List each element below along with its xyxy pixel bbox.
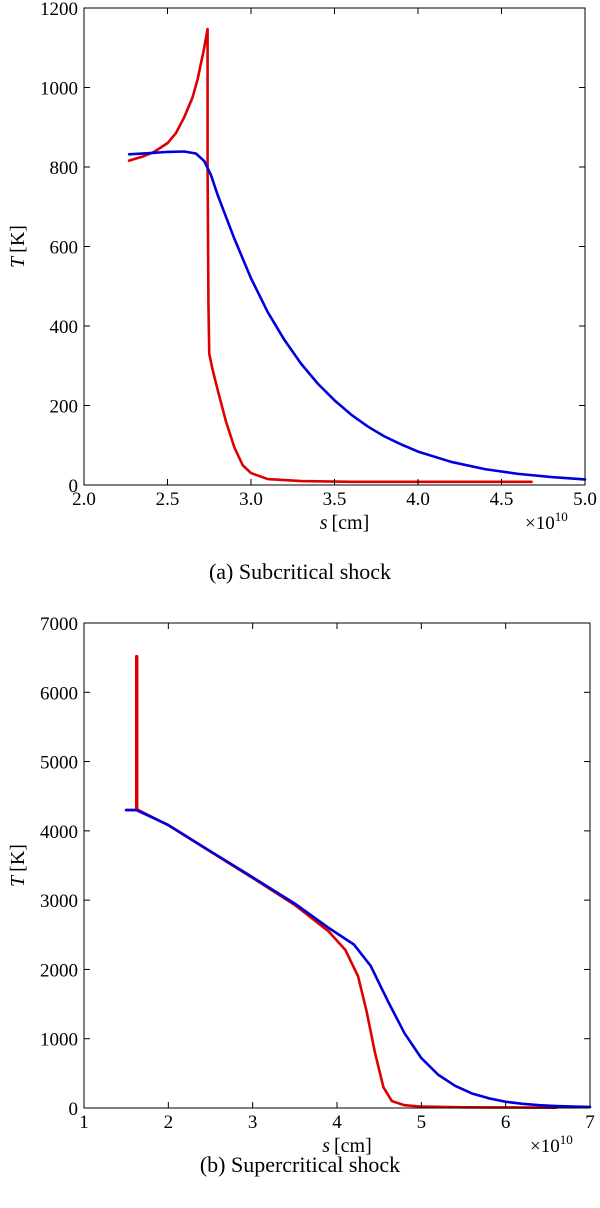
subcritical-x-axis-label: s [cm] bbox=[320, 512, 370, 534]
supercritical-x-multiplier: ×1010 bbox=[530, 1132, 573, 1157]
supercritical-y-axis-label: T [K] bbox=[7, 844, 29, 887]
supercritical-plot-frame bbox=[83, 622, 591, 1109]
subcritical-y-tick-label: 400 bbox=[50, 317, 79, 338]
supercritical-y-tick-label: 6000 bbox=[40, 683, 78, 704]
subcritical-x-axis-unit: [cm] bbox=[332, 512, 370, 534]
supercritical-y-tick-label: 4000 bbox=[40, 822, 78, 843]
subcritical-shock-panel: 2.0 2.5 3.0 3.5 4.0 4.5 5.0 0 200 400 600 800 1000 12… bbox=[7, 0, 597, 584]
subcritical-x-multiplier-exp: 10 bbox=[555, 509, 568, 524]
supercritical-x-tick-label: 3 bbox=[248, 1112, 258, 1133]
supercritical-y-tick-label: 2000 bbox=[40, 960, 78, 981]
subcritical-caption: (a) Subcritical shock bbox=[209, 559, 391, 584]
subcritical-y-tick-label: 600 bbox=[50, 238, 79, 259]
subcritical-x-multiplier-base: ×10 bbox=[525, 513, 555, 534]
subcritical-y-tick-label: 1000 bbox=[40, 79, 78, 100]
subcritical-series-layer bbox=[127, 27, 587, 484]
subcritical-y-tick-label: 200 bbox=[50, 397, 79, 418]
subcritical-series-line-1 bbox=[127, 27, 533, 484]
supercritical-x-axis-unit: [cm] bbox=[334, 1135, 372, 1157]
supercritical-x-tick-label: 1 bbox=[79, 1112, 89, 1133]
subcritical-x-tick-label: 5.0 bbox=[573, 489, 597, 510]
subcritical-x-multiplier: ×1010 bbox=[525, 509, 568, 534]
subcritical-x-tick-label: 3.0 bbox=[239, 489, 263, 510]
supercritical-x-axis-var: s bbox=[322, 1135, 330, 1157]
subcritical-x-axis-var: s bbox=[320, 512, 328, 534]
supercritical-y-tick-label: 3000 bbox=[40, 891, 78, 912]
supercritical-caption: (b) Supercritical shock bbox=[200, 1152, 400, 1177]
supercritical-x-axis-label: s [cm] bbox=[322, 1135, 372, 1157]
supercritical-y-tick-label: 7000 bbox=[40, 614, 78, 635]
subcritical-x-tick-label: 3.5 bbox=[323, 489, 347, 510]
subcritical-x-tick-label: 4.0 bbox=[406, 489, 430, 510]
supercritical-y-axis-var: T bbox=[7, 874, 29, 887]
subcritical-y-axis-unit: [K] bbox=[7, 225, 29, 253]
subcritical-y-tick-label: 1200 bbox=[40, 0, 78, 20]
subcritical-series-line-2 bbox=[127, 150, 587, 481]
supercritical-x-tick-label: 2 bbox=[164, 1112, 174, 1133]
supercritical-y-tick-label: 1000 bbox=[40, 1030, 78, 1051]
supercritical-series-line-2 bbox=[124, 808, 592, 1109]
supercritical-y-tick-label: 5000 bbox=[40, 753, 78, 774]
supercritical-y-axis-unit: [K] bbox=[7, 844, 29, 872]
supercritical-series-layer bbox=[124, 654, 592, 1109]
subcritical-plot-frame bbox=[83, 7, 586, 486]
subcritical-y-axis-label: T [K] bbox=[7, 225, 29, 268]
supercritical-shock-panel: 1 2 3 4 5 6 7 0 1000 2000 3000 4000 5000 6000 7000 T [K… bbox=[7, 614, 595, 1177]
supercritical-x-tick-label: 6 bbox=[501, 1112, 511, 1133]
subcritical-x-tick-label: 2.0 bbox=[72, 489, 96, 510]
supercritical-ticks: 1 2 3 4 5 6 7 0 1000 2000 3000 4000 5000 6000 7000 bbox=[40, 614, 595, 1133]
subcritical-y-tick-label: 800 bbox=[50, 158, 79, 179]
supercritical-x-tick-label: 4 bbox=[332, 1112, 342, 1133]
subcritical-x-tick-label: 4.5 bbox=[490, 489, 514, 510]
subcritical-y-axis-var: T bbox=[7, 255, 29, 268]
supercritical-x-tick-label: 7 bbox=[585, 1112, 595, 1133]
supercritical-series-line-1 bbox=[124, 654, 558, 1109]
supercritical-x-multiplier-base: ×10 bbox=[530, 1136, 560, 1157]
supercritical-x-tick-label: 5 bbox=[417, 1112, 427, 1133]
subcritical-y-tick-label: 0 bbox=[69, 476, 79, 497]
supercritical-y-tick-label: 0 bbox=[69, 1099, 79, 1120]
subcritical-x-tick-label: 2.5 bbox=[156, 489, 180, 510]
subcritical-ticks: 2.0 2.5 3.0 3.5 4.0 4.5 5.0 0 200 400 600 800 1000 12… bbox=[40, 0, 597, 510]
supercritical-x-multiplier-exp: 10 bbox=[560, 1132, 573, 1147]
